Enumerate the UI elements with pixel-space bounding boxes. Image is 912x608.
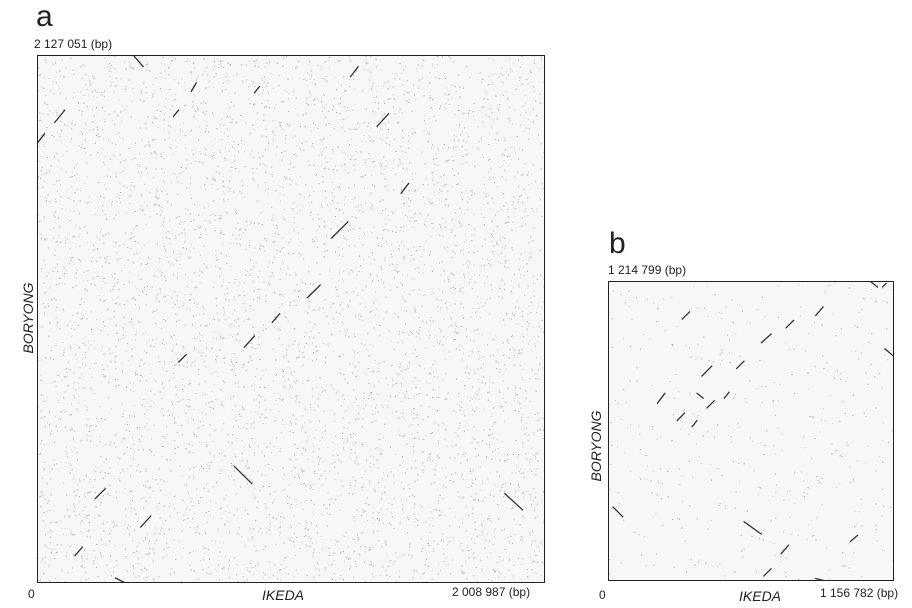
panel-b-letter: b: [609, 227, 626, 260]
alignment-segment: [849, 534, 859, 543]
alignment-segment: [37, 133, 46, 145]
alignment-segment: [723, 391, 730, 399]
alignment-segment: [701, 365, 713, 377]
alignment-segment: [706, 400, 715, 409]
panel-a-origin-label: 0: [28, 587, 35, 601]
background-speckle: [37, 55, 545, 583]
panel-b-origin-label: 0: [599, 588, 606, 602]
panel-b-ymax-label: 1 214 799 (bp): [608, 263, 687, 277]
alignment-segment: [233, 465, 253, 485]
alignment-segment: [780, 544, 790, 555]
panel-a-dotplot: [37, 55, 545, 583]
alignment-segment: [869, 281, 879, 288]
alignment-segment: [612, 506, 624, 518]
alignment-segment: [177, 353, 187, 363]
alignment-segment: [376, 113, 390, 127]
alignment-segment: [330, 221, 349, 239]
panel-b-xmax-label: 1 156 782 (bp): [820, 586, 899, 600]
alignment-segment: [696, 392, 704, 399]
panel-b-x-axis-label: IKEDA: [739, 588, 782, 604]
alignment-segment: [54, 109, 66, 124]
alignment-segment: [884, 348, 894, 357]
alignment-segment: [760, 333, 772, 344]
alignment-segment: [74, 546, 84, 557]
panel-a-letter: a: [36, 0, 53, 33]
alignment-segment: [691, 419, 698, 428]
alignment-segment: [504, 492, 524, 511]
alignment-segment: [271, 313, 281, 324]
alignment-segment: [132, 55, 144, 68]
alignment-segment: [681, 311, 691, 320]
alignment-segment: [190, 82, 197, 93]
panel-a-y-axis-label: BORYONG: [20, 282, 36, 354]
alignment-segment: [306, 284, 321, 299]
panel-a-ymax-label: 2 127 051 (bp): [34, 37, 113, 51]
alignment-segment: [94, 488, 106, 500]
alignment-segment: [253, 85, 261, 94]
alignment-segment: [656, 392, 666, 404]
alignment-segment: [881, 282, 887, 288]
alignment-segment: [140, 515, 152, 528]
alignment-segment: [349, 66, 359, 78]
alignment-segment: [676, 412, 686, 422]
panel-b-y-axis-label: BORYONG: [588, 410, 604, 482]
panel-b-dotplot: [608, 281, 894, 581]
alignment-segment: [243, 335, 256, 348]
alignment-segment: [763, 568, 772, 577]
alignment-segment: [785, 319, 795, 329]
alignment-segment: [400, 182, 410, 194]
alignment-segment: [172, 109, 180, 117]
alignment-segment: [735, 360, 745, 370]
panel-a-xmax-label: 2 008 987 (bp): [452, 585, 531, 599]
panel-a-x-axis-label: IKEDA: [262, 587, 305, 603]
alignment-segment: [815, 306, 824, 317]
background-speckle: [608, 281, 894, 581]
alignment-segment: [743, 521, 762, 535]
